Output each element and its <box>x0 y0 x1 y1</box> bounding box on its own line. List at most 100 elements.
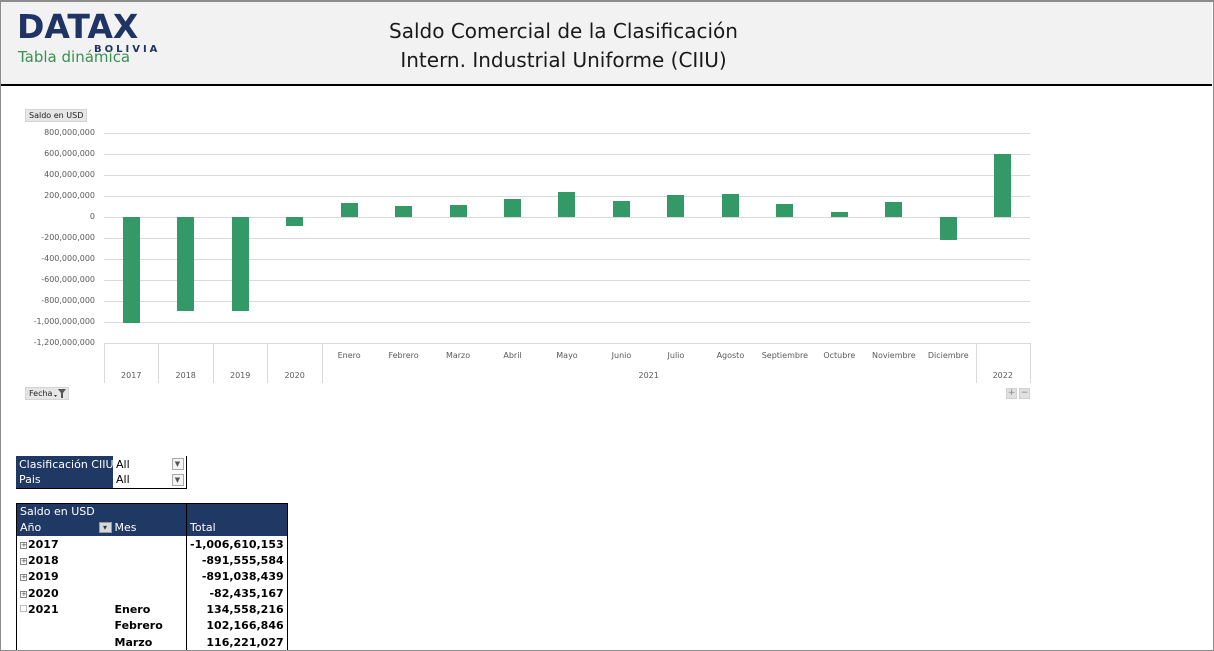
pivot-month-cell <box>112 569 187 585</box>
gridline <box>104 175 1030 176</box>
pivot-year-cell[interactable]: +2020 <box>16 584 112 602</box>
page-subtitle: Tabla dinámica <box>18 48 131 66</box>
bar-2021-agosto[interactable] <box>721 194 739 217</box>
axis-field-button[interactable]: Fecha <box>25 387 70 400</box>
bar-2021-noviembre[interactable] <box>885 201 903 217</box>
bar-2018[interactable] <box>177 217 195 311</box>
bar-2019[interactable] <box>231 217 249 311</box>
y-axis-tick-label: -600,000,000 <box>41 275 95 284</box>
expand-icon[interactable]: + <box>20 589 27 598</box>
year-axis-label: 2022 <box>992 371 1013 380</box>
pivot-column-header-row: Año ▾ Mes Total <box>16 519 288 537</box>
pivot-year-cell[interactable]: +2018 <box>16 552 112 569</box>
pivot-total-cell: 134,558,216 <box>186 601 288 618</box>
pivot-month-cell <box>112 552 187 568</box>
month-axis-label: Febrero <box>388 351 419 360</box>
pivot-row: +2017 -1,006,610,153 <box>16 536 288 553</box>
pivot-row: 2021 Enero 134,558,216 <box>16 601 288 618</box>
dropdown-arrow-icon[interactable]: ▼ <box>171 474 184 486</box>
y-axis-tick-label: 600,000,000 <box>44 149 95 158</box>
year-header-label: Año <box>20 521 42 535</box>
bar-2021-mayo[interactable] <box>558 191 576 217</box>
year-label: 2020 <box>28 586 59 600</box>
logo-wordmark: DATAX <box>17 7 139 46</box>
pivot-row: +2018 -891,555,584 <box>16 552 288 569</box>
filter-dropdown-ciiu[interactable]: All ▼ <box>113 456 187 472</box>
pivot-row: Marzo 116,221,027 <box>16 633 288 651</box>
category-separator <box>321 343 323 383</box>
y-axis-tick-label: -400,000,000 <box>41 254 95 263</box>
year-axis-label: 2017 <box>121 371 142 380</box>
pivot-year-cell[interactable] <box>16 633 112 651</box>
filter-label: Pais <box>16 472 113 489</box>
value-field-button[interactable]: Saldo en USD <box>25 109 88 122</box>
value-field-header: Saldo en USD <box>16 502 187 520</box>
expand-icon[interactable]: + <box>20 540 27 549</box>
bar-2021-junio[interactable] <box>612 201 630 217</box>
bar-2021-marzo[interactable] <box>449 204 467 217</box>
pivot-chart: Saldo en USD 800,000,000 600,000,000 400,0… <box>0 90 1214 410</box>
month-axis-label: Noviembre <box>871 351 916 360</box>
year-label: 2019 <box>28 570 59 584</box>
y-axis-tick-label: -200,000,000 <box>41 233 95 242</box>
bar-2021-octubre[interactable] <box>830 211 848 217</box>
category-separator <box>975 343 977 383</box>
y-axis-tick-label: -1,000,000,000 <box>33 317 95 326</box>
pivot-total-cell: 116,221,027 <box>186 633 288 651</box>
datax-logo: DATAX BOLIVIA <box>17 7 157 56</box>
collapse-icon[interactable] <box>20 604 27 612</box>
title-line-2: Intern. Industrial Uniforme (CIIU) <box>400 48 727 72</box>
pivot-value-header-row: Saldo en USD <box>16 502 288 520</box>
category-separator <box>158 343 160 383</box>
year-axis-label: 2021 <box>638 371 659 380</box>
pivot-month-cell: Marzo <box>114 635 153 649</box>
expand-icon[interactable]: + <box>20 557 27 566</box>
filter-dropdown-pais[interactable]: All ▼ <box>113 472 187 489</box>
year-label: 2021 <box>28 602 59 616</box>
blank-header <box>186 502 288 520</box>
gridline <box>104 238 1030 239</box>
gridline <box>104 259 1030 260</box>
month-axis-label: Octubre <box>823 351 856 360</box>
gridline <box>104 154 1030 155</box>
pivot-month-cell: Febrero <box>114 619 163 633</box>
year-column-header[interactable]: Año ▾ <box>16 519 112 537</box>
bar-2021-febrero[interactable] <box>395 206 413 217</box>
y-axis-tick-label: 800,000,000 <box>44 128 95 137</box>
pivot-total-cell: -891,038,439 <box>186 568 288 585</box>
pivot-month-cell <box>112 585 187 601</box>
pivot-year-cell[interactable]: +2019 <box>16 568 112 585</box>
month-axis-label: Junio <box>611 351 632 360</box>
bar-2021-septiembre[interactable] <box>776 203 794 217</box>
bar-2022[interactable] <box>994 154 1012 217</box>
gridline <box>104 280 1030 281</box>
pivot-year-cell[interactable] <box>16 617 112 634</box>
expand-field-button[interactable]: + <box>1006 388 1017 399</box>
total-column-header: Total <box>186 519 288 537</box>
bar-2021-diciembre[interactable] <box>939 217 957 240</box>
category-separator <box>104 343 105 383</box>
y-axis-tick-label: 200,000,000 <box>44 191 95 200</box>
bar-2021-abril[interactable] <box>504 199 522 217</box>
pivot-year-cell[interactable]: 2021 <box>16 601 112 618</box>
collapse-field-button[interactable]: − <box>1019 388 1030 399</box>
dropdown-arrow-icon[interactable]: ▼ <box>171 458 184 470</box>
category-separator <box>1029 343 1031 383</box>
y-axis-tick-label: 400,000,000 <box>44 170 95 179</box>
bar-2020[interactable] <box>286 217 304 226</box>
category-axis-line <box>104 343 1030 344</box>
month-column-header[interactable]: Mes <box>111 519 187 537</box>
pivot-month-cell: Enero <box>114 602 151 616</box>
bar-2021-enero[interactable] <box>340 202 358 217</box>
pivot-month-cell <box>112 536 187 552</box>
filter-sort-icon[interactable]: ▾ <box>98 521 112 533</box>
bar-2021-julio[interactable] <box>667 195 685 217</box>
bar-2017[interactable] <box>122 217 140 323</box>
y-axis-tick-label: -800,000,000 <box>41 296 95 305</box>
category-separator <box>267 343 269 383</box>
pivot-table: Saldo en USD Año ▾ Mes Total +2017 -1,006… <box>16 502 288 651</box>
pivot-year-cell[interactable]: +2017 <box>16 536 112 553</box>
filter-value: All <box>116 473 130 487</box>
gridline <box>104 301 1030 302</box>
expand-icon[interactable]: + <box>20 573 27 582</box>
